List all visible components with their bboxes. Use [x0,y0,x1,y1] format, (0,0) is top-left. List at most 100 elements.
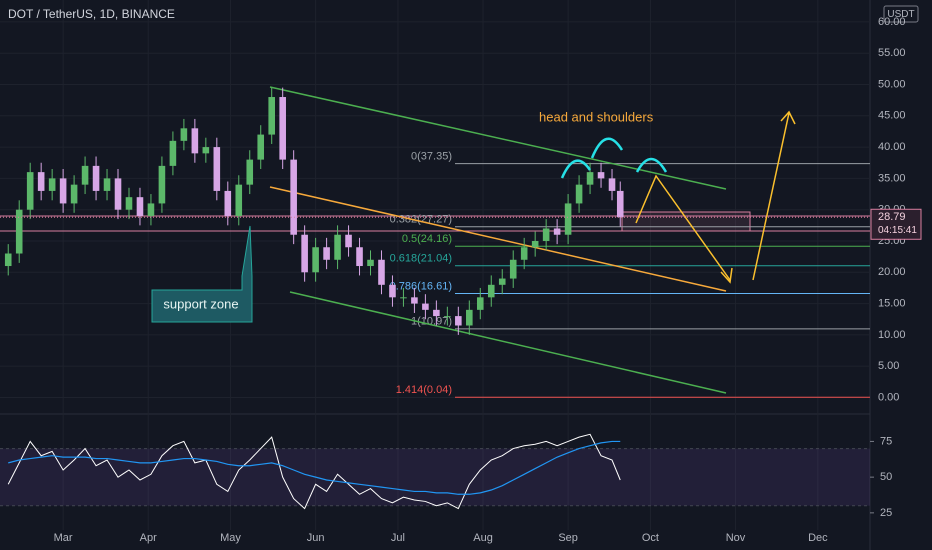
x-tick-label: May [220,532,241,544]
x-tick-label: Dec [808,532,828,544]
y-tick-label: 15.00 [878,297,906,309]
y-tick-label: 50.00 [878,78,906,90]
candle-body [378,259,385,285]
candle-body [575,184,583,204]
candle-body [290,159,297,235]
y-tick-label: 35.00 [878,172,906,184]
grid [0,0,874,530]
y-tick-label: 40.00 [878,141,906,153]
y-tick-label: 45.00 [878,110,906,122]
rsi-tick-label: 75 [880,435,892,447]
candle-body [147,203,155,216]
candle-body [125,197,133,210]
candle-body [15,209,23,254]
shoulder-left [560,159,592,179]
callout-label: support zone [163,296,238,311]
y-tick-label: 10.00 [878,329,906,341]
candle-body [180,128,188,141]
candle-body [597,172,605,179]
y-tick-label: 0.00 [878,391,899,403]
x-tick-label: Nov [726,532,746,544]
x-tick-label: Aug [473,532,493,544]
rsi-band [0,448,870,506]
candle-body [81,165,89,185]
candle-body [334,234,341,260]
candle-body [498,278,506,285]
candle-body [191,128,199,154]
x-tick-label: Apr [140,532,157,544]
y-tick-label: 55.00 [878,47,906,59]
trend-line [269,186,727,292]
candle-body [268,97,275,135]
candle-body [411,297,418,304]
candle-body [444,316,451,318]
fib-label: 1.414(0.04) [396,384,452,396]
candle-body [367,259,374,267]
candle-body [323,247,330,260]
candle-body [389,284,396,298]
candle-body [48,178,56,191]
rsi-ma [8,440,621,495]
candle-body [531,240,539,248]
candle-body [487,284,495,298]
target-zone [621,211,751,232]
candle-body [422,303,429,310]
candle-body [26,172,34,210]
candle-body [92,165,100,191]
x-tick-label: Mar [54,532,73,544]
candle-body [158,165,166,204]
candle-body [400,297,407,299]
candle-body [509,259,517,279]
x-tick-label: Sep [558,532,578,544]
head [590,137,624,159]
pattern-label: head and shoulders [539,109,654,124]
candle-body [542,228,550,241]
candle-body [235,184,243,216]
projection [635,174,731,281]
candle-body [257,134,265,160]
candle-body [301,234,308,273]
candle-body [520,247,528,260]
rsi-tick-label: 50 [880,471,892,483]
rsi-tick-label: 25 [880,507,892,519]
arrow-head [780,110,796,125]
currency-box [883,5,919,23]
rsi-line [7,433,621,510]
candle-body [279,97,286,160]
countdown: 04:15:41 [878,225,917,236]
x-tick-label: Jul [391,532,405,544]
candle-body [70,184,78,204]
y-tick-label: 20.00 [878,266,906,278]
candle-body [608,178,616,191]
y-tick-label: 5.00 [878,360,899,372]
callout [151,225,253,323]
chart-title: DOT / TetherUS, 1D, BINANCE [8,7,175,21]
channel-bottom [289,291,727,394]
candle-body [246,159,254,185]
candle-body [202,147,210,154]
y-tick-label: 60.00 [878,16,906,28]
candle-body [224,190,232,216]
candles [4,87,624,335]
candle-body [312,247,319,273]
channel-top [269,86,727,190]
candle-body [553,228,561,235]
fib-label: 0(37.35) [411,151,452,163]
fib-label: 0.5(24.16) [402,233,452,245]
arrow-head [720,267,733,284]
candle-body [114,178,122,210]
x-tick-label: Oct [642,532,659,544]
candle-body [4,253,12,267]
candle-body [433,309,440,317]
fib-label: 0.382(27.27) [390,214,452,226]
fib-label: 0.618(21.04) [390,253,452,265]
last-price: 28.79 [878,211,906,223]
candle-body [586,172,594,185]
candle-body [345,234,352,248]
rsi [0,433,870,510]
candle-body [356,247,363,267]
candle-body [616,190,624,218]
axes: 0.005.0010.0015.0020.0025.0030.0035.0040… [0,16,922,544]
candle-body [466,309,473,326]
